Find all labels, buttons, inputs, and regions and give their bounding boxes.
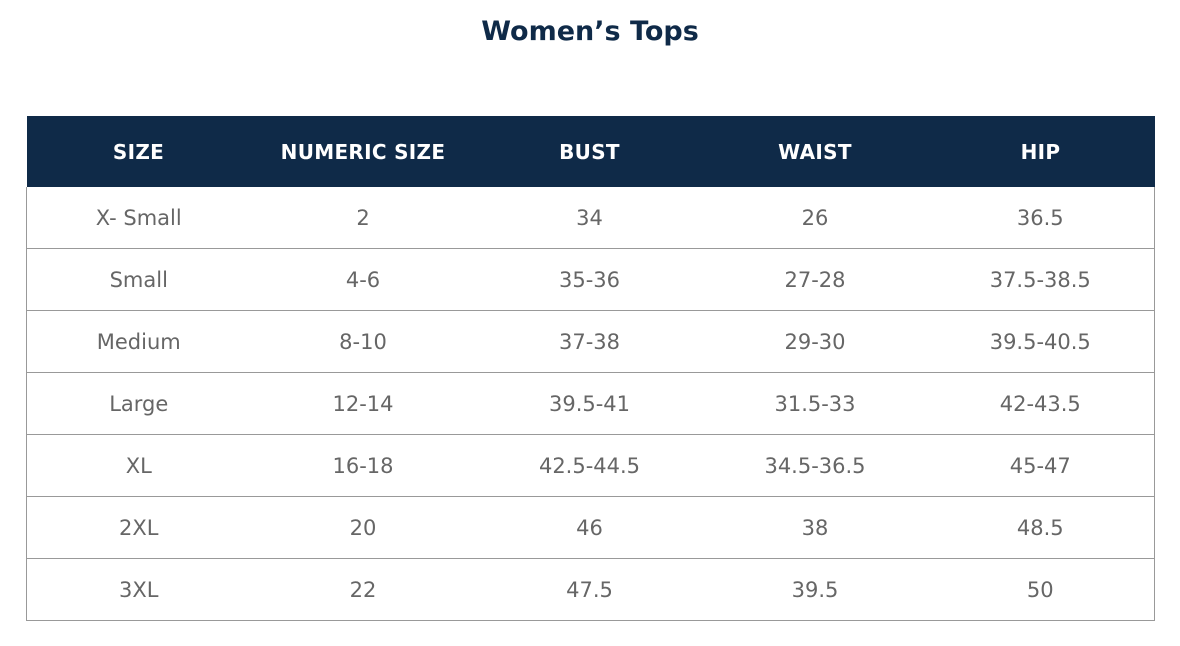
table-cell: 3XL	[26, 558, 251, 621]
table-cell: 31.5-33	[703, 372, 927, 435]
table-row: X- Small 2 34 26 36.5	[26, 187, 1155, 249]
page-title: Women’s Tops	[481, 16, 699, 47]
table-cell: 46	[475, 496, 704, 559]
table-cell: 29-30	[703, 310, 927, 373]
table-cell: 42.5-44.5	[475, 434, 704, 497]
table-cell: 42-43.5	[926, 372, 1155, 435]
table-row: Large 12-14 39.5-41 31.5-33 42-43.5	[26, 372, 1155, 435]
table-cell: 48.5	[926, 496, 1155, 559]
table-row: Small 4-6 35-36 27-28 37.5-38.5	[26, 248, 1155, 311]
table-row: 2XL 20 46 38 48.5	[26, 496, 1155, 559]
table-cell: 39.5-41	[475, 372, 704, 435]
table-cell: 12-14	[250, 372, 476, 435]
table-cell: Small	[26, 248, 251, 311]
table-cell: 37-38	[475, 310, 704, 373]
header-row: SIZE NUMERIC SIZE BUST WAIST HIP	[26, 116, 1155, 187]
column-header-bust: BUST	[475, 116, 704, 187]
table-cell: XL	[26, 434, 251, 497]
table-cell: X- Small	[26, 187, 251, 249]
table-cell: 20	[250, 496, 476, 559]
table-row: 3XL 22 47.5 39.5 50	[26, 558, 1155, 621]
column-header-waist: WAIST	[703, 116, 927, 187]
column-header-size: SIZE	[26, 116, 251, 187]
table-cell: 37.5-38.5	[926, 248, 1155, 311]
column-header-numeric-size: NUMERIC SIZE	[250, 116, 476, 187]
size-chart-table: SIZE NUMERIC SIZE BUST WAIST HIP X- Small 2 34…	[26, 116, 1155, 621]
table-cell: 47.5	[475, 558, 704, 621]
table-cell: 26	[703, 187, 927, 249]
table-cell: Medium	[26, 310, 251, 373]
table-row: XL 16-18 42.5-44.5 34.5-36.5 45-47	[26, 434, 1155, 497]
table-cell: 39.5	[703, 558, 927, 621]
table-cell: 45-47	[926, 434, 1155, 497]
table-cell: 34	[475, 187, 704, 249]
table-cell: 2XL	[26, 496, 251, 559]
table-cell: 16-18	[250, 434, 476, 497]
table-cell: 2	[250, 187, 476, 249]
table-cell: 35-36	[475, 248, 704, 311]
table-cell: 50	[926, 558, 1155, 621]
table-cell: 36.5	[926, 187, 1155, 249]
table-cell: 8-10	[250, 310, 476, 373]
table-cell: 39.5-40.5	[926, 310, 1155, 373]
table-cell: Large	[26, 372, 251, 435]
table-row: Medium 8-10 37-38 29-30 39.5-40.5	[26, 310, 1155, 373]
table-cell: 27-28	[703, 248, 927, 311]
table-cell: 22	[250, 558, 476, 621]
table-cell: 4-6	[250, 248, 476, 311]
table-cell: 38	[703, 496, 927, 559]
table-cell: 34.5-36.5	[703, 434, 927, 497]
column-header-hip: HIP	[926, 116, 1155, 187]
